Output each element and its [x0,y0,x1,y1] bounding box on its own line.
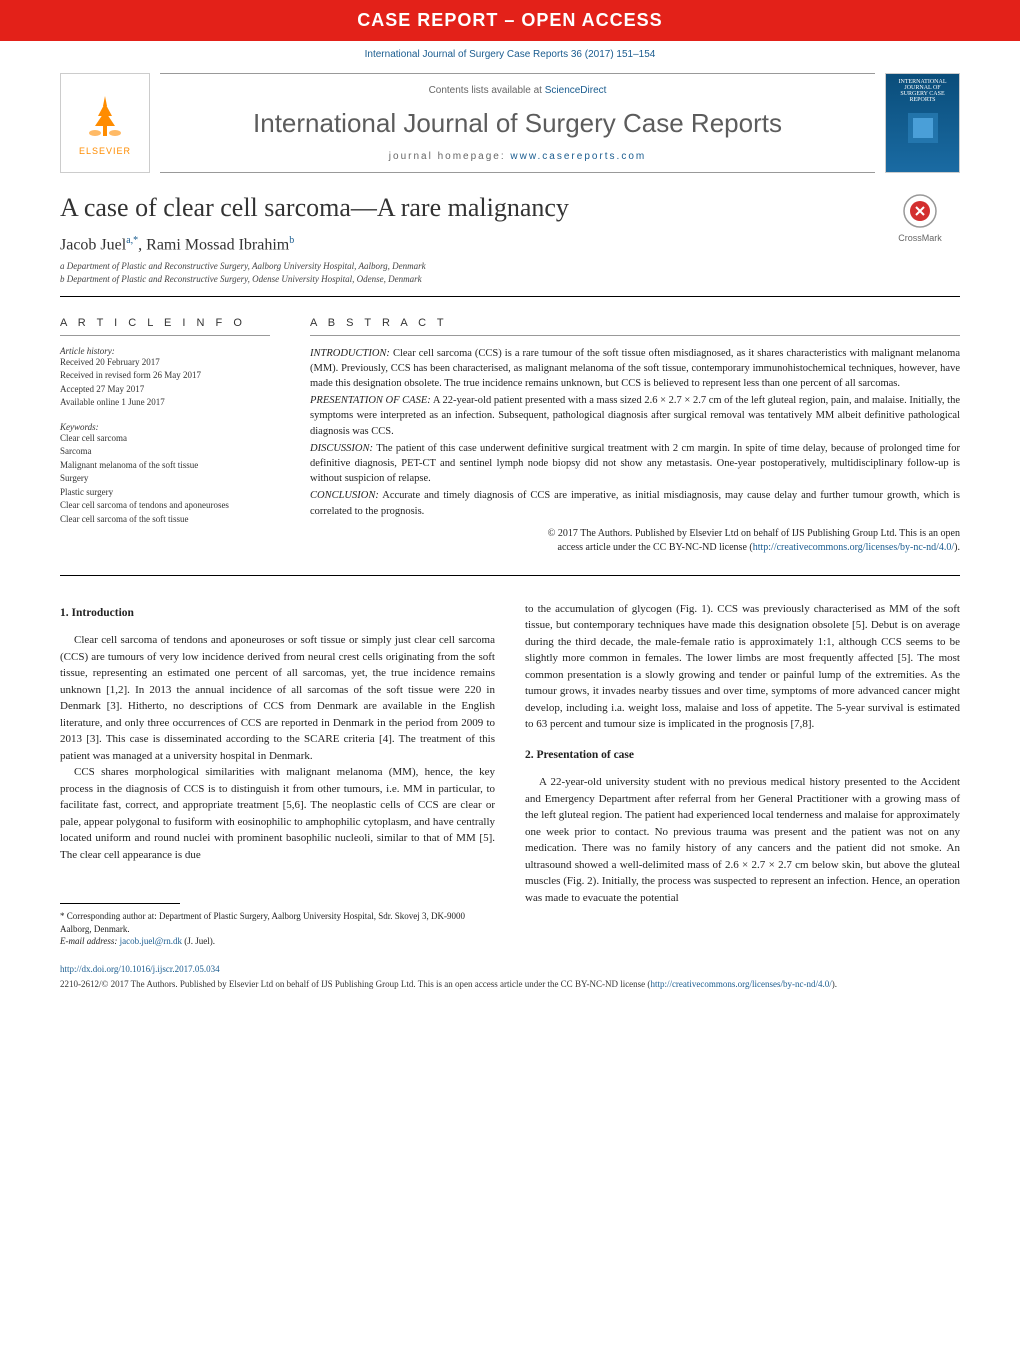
abstract-discussion: DISCUSSION: The patient of this case und… [310,441,960,487]
crossmark-badge[interactable]: CrossMark [880,193,960,243]
abstract-intro-label: INTRODUCTION: [310,348,390,359]
section-1-para-2: CCS shares morphological similarities wi… [60,764,495,863]
section-1-para-1: Clear cell sarcoma of tendons and aponeu… [60,632,495,764]
section-1-heading: 1. Introduction [60,605,495,622]
cover-text: INTERNATIONAL JOURNAL OF SURGERY CASE RE… [891,79,954,103]
footer-license-link[interactable]: http://creativecommons.org/licenses/by-n… [650,979,831,989]
affiliation-b: b Department of Plastic and Reconstructi… [60,273,880,286]
history-accepted: Accepted 27 May 2017 [60,383,270,397]
abstract-presentation: PRESENTATION OF CASE: A 22-year-old pati… [310,393,960,439]
email-footnote: E-mail address: jacob.juel@rn.dk (J. Jue… [60,935,495,948]
email-link[interactable]: jacob.juel@rn.dk [120,936,182,946]
journal-header: ELSEVIER Contents lists available at Sci… [0,73,1020,173]
copyright-line2-prefix: access article under the CC BY-NC-ND lic… [558,542,753,553]
abstract-copyright: © 2017 The Authors. Published by Elsevie… [310,527,960,555]
issn-suffix: ). [832,979,837,989]
homepage-prefix: journal homepage: [389,151,511,162]
elsevier-label: ELSEVIER [79,146,131,156]
contents-available-line: Contents lists available at ScienceDirec… [429,85,607,96]
copyright-line2-suffix: ). [954,542,960,553]
author-sep: , [138,236,146,253]
abstract-conclusion: CONCLUSION: Accurate and timely diagnosi… [310,488,960,518]
title-row: A case of clear cell sarcoma—A rare mali… [60,193,960,297]
affiliation-a: a Department of Plastic and Reconstructi… [60,260,880,273]
crossmark-label: CrossMark [880,233,960,243]
elsevier-tree-icon [80,91,130,141]
email-suffix: (J. Juel). [182,936,215,946]
homepage-line: journal homepage: www.casereports.com [389,151,646,162]
page-footer: http://dx.doi.org/10.1016/j.ijscr.2017.0… [0,948,1020,1010]
body-columns: 1. Introduction Clear cell sarcoma of te… [60,601,960,948]
journal-header-center: Contents lists available at ScienceDirec… [160,73,875,173]
elsevier-logo: ELSEVIER [60,73,150,173]
history-label: Article history: [60,346,270,356]
author-1-sup: a,* [126,235,138,246]
corresponding-author-footnote: * Corresponding author at: Department of… [60,910,495,935]
copyright-line1: © 2017 The Authors. Published by Elsevie… [310,527,960,541]
keyword-3: Surgery [60,472,270,486]
contents-prefix: Contents lists available at [429,85,545,96]
abstract-heading: a b s t r a c t [310,317,960,336]
article-main: A case of clear cell sarcoma—A rare mali… [0,193,1020,948]
abstract-case-label: PRESENTATION OF CASE: [310,395,431,406]
abstract-disc-label: DISCUSSION: [310,443,373,454]
citation-line: International Journal of Surgery Case Re… [0,41,1020,68]
journal-name: International Journal of Surgery Case Re… [253,108,782,139]
affiliations: a Department of Plastic and Reconstructi… [60,260,880,285]
keywords-label: Keywords: [60,422,270,432]
author-2-sup: b [289,235,294,246]
history-revised: Received in revised form 26 May 2017 [60,369,270,383]
col2-para-1: to the accumulation of glycogen (Fig. 1)… [525,601,960,733]
crossmark-icon [902,193,938,229]
keyword-6: Clear cell sarcoma of the soft tissue [60,513,270,527]
history-online: Available online 1 June 2017 [60,396,270,410]
abstract-column: a b s t r a c t INTRODUCTION: Clear cell… [290,317,960,555]
keyword-4: Plastic surgery [60,486,270,500]
abstract-disc-text: The patient of this case underwent defin… [310,443,960,484]
author-1: Jacob Juel [60,236,126,253]
sciencedirect-link[interactable]: ScienceDirect [545,85,607,96]
license-link[interactable]: http://creativecommons.org/licenses/by-n… [753,542,954,553]
article-title: A case of clear cell sarcoma—A rare mali… [60,193,880,223]
abstract-conc-text: Accurate and timely diagnosis of CCS are… [310,490,960,516]
article-info-heading: a r t i c l e i n f o [60,317,270,336]
authors-line: Jacob Juela,*, Rami Mossad Ibrahimb [60,235,880,254]
issn-license-line: 2210-2612/© 2017 The Authors. Published … [60,978,960,991]
section-2-para-1: A 22-year-old university student with no… [525,774,960,906]
issn-prefix: 2210-2612/© 2017 The Authors. Published … [60,979,650,989]
column-right: to the accumulation of glycogen (Fig. 1)… [525,601,960,948]
column-left: 1. Introduction Clear cell sarcoma of te… [60,601,495,948]
abstract-intro-text: Clear cell sarcoma (CCS) is a rare tumou… [310,348,960,389]
keyword-2: Malignant melanoma of the soft tissue [60,459,270,473]
info-abstract-row: a r t i c l e i n f o Article history: R… [60,317,960,576]
cover-graphic-icon [903,103,943,153]
article-info-column: a r t i c l e i n f o Article history: R… [60,317,290,555]
keyword-5: Clear cell sarcoma of tendons and aponeu… [60,499,270,513]
homepage-link[interactable]: www.casereports.com [510,151,646,162]
abstract-conc-label: CONCLUSION: [310,490,379,501]
open-access-banner: CASE REPORT – OPEN ACCESS [0,0,1020,41]
email-label: E-mail address: [60,936,120,946]
keyword-1: Sarcoma [60,445,270,459]
abstract-introduction: INTRODUCTION: Clear cell sarcoma (CCS) i… [310,346,960,392]
footnote-rule [60,903,180,904]
doi-link[interactable]: http://dx.doi.org/10.1016/j.ijscr.2017.0… [60,964,220,974]
section-2-heading: 2. Presentation of case [525,747,960,764]
title-block: A case of clear cell sarcoma—A rare mali… [60,193,880,286]
history-received: Received 20 February 2017 [60,356,270,370]
keyword-0: Clear cell sarcoma [60,432,270,446]
author-2: Rami Mossad Ibrahim [146,236,289,253]
journal-cover-thumbnail: INTERNATIONAL JOURNAL OF SURGERY CASE RE… [885,73,960,173]
